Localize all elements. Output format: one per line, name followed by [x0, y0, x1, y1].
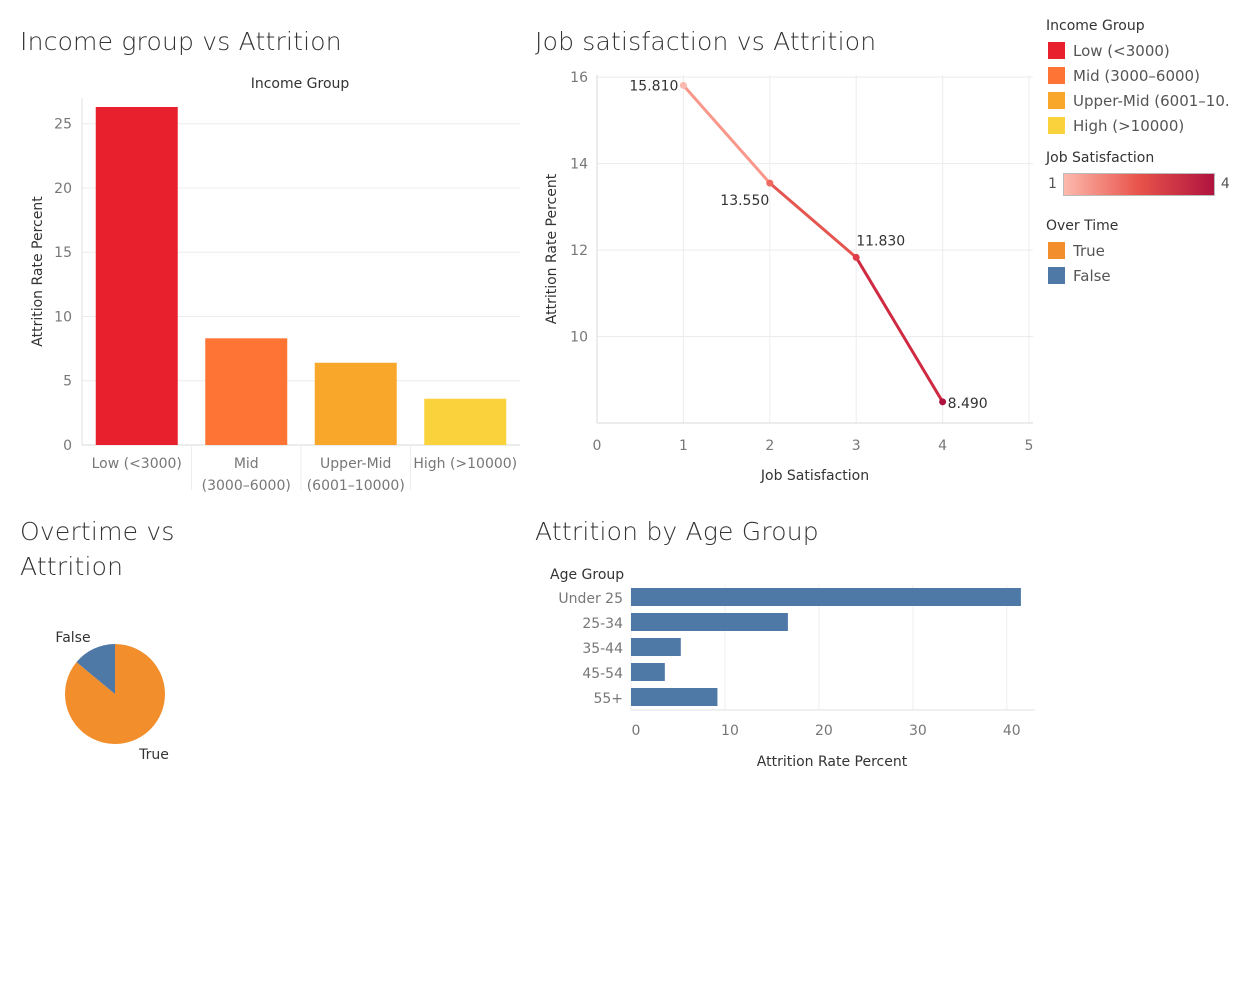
income-legend-item[interactable]: Upper-Mid (6001–10.. — [1048, 88, 1245, 113]
income-legend: Low (<3000) Mid (3000–6000) Upper-Mid (600… — [1040, 38, 1245, 138]
legend-swatch — [1048, 92, 1065, 109]
y-tick-label: 55+ — [593, 691, 623, 707]
x-tick-label: 30 — [909, 723, 927, 739]
x-tick-label: 2 — [765, 438, 774, 454]
job-satisfaction-color-scale: 1 4 — [1048, 170, 1245, 198]
data-label: 13.550 — [720, 193, 769, 209]
income-bar-chart: Income Group 0 5 10 15 20 25 Attrition Rate Per… — [30, 76, 520, 494]
y-tick-label: 0 — [63, 438, 72, 454]
y-tick-label: 25-34 — [582, 616, 623, 632]
y-tick-label: 14 — [570, 157, 588, 173]
data-point — [852, 253, 860, 261]
pie-slice — [76, 644, 115, 694]
pie-label: True — [138, 747, 169, 763]
overtime-pie-chart: True False — [55, 630, 169, 763]
series-line-segment — [681, 83, 772, 185]
color-scale-gradient — [1062, 172, 1215, 196]
legend-label: Upper-Mid (6001–10.. — [1073, 91, 1231, 110]
x-tick-label: 0 — [593, 438, 602, 454]
legend-swatch — [1048, 267, 1065, 284]
overtime-chart-title: Overtime vs Attrition — [20, 514, 175, 584]
bar — [424, 398, 507, 445]
x-tick-label: 40 — [1003, 723, 1021, 739]
overtime-legend-item[interactable]: False — [1048, 263, 1245, 288]
bar — [631, 613, 788, 631]
income-legend-item[interactable]: Mid (3000–6000) — [1048, 63, 1245, 88]
job-chart-title: Job satisfaction vs Attrition — [535, 27, 877, 56]
data-point — [939, 398, 947, 406]
income-group-header: Income Group — [251, 76, 350, 92]
legend-swatch — [1048, 42, 1065, 59]
bar — [95, 106, 178, 446]
y-tick-label: 5 — [63, 374, 72, 390]
y-tick-label: 35-44 — [582, 641, 623, 657]
x-axis-title: Attrition Rate Percent — [757, 754, 908, 770]
job-legend-title: Job Satisfaction — [1046, 150, 1155, 166]
series-line-segment — [768, 181, 858, 259]
x-tick-label: High (>10000) — [413, 456, 517, 472]
x-tick-label: 3 — [852, 438, 861, 454]
y-tick-label: 45-54 — [582, 666, 623, 682]
data-label: 15.810 — [629, 78, 678, 94]
color-scale-min: 1 — [1048, 176, 1057, 192]
legend-swatch — [1048, 67, 1065, 84]
x-tick-label: Low (<3000) — [92, 456, 182, 472]
legend-swatch — [1048, 242, 1065, 259]
x-tick-label: Mid (3000–6000) — [202, 456, 291, 494]
income-legend-title: Income Group — [1046, 18, 1145, 34]
y-axis-title: Attrition Rate Percent — [30, 196, 46, 347]
bar — [631, 688, 718, 706]
data-label: 11.830 — [856, 233, 905, 249]
pie-label: False — [55, 630, 90, 646]
y-tick-label: 10 — [54, 309, 72, 325]
x-tick-label: 5 — [1025, 438, 1034, 454]
color-scale-max: 4 — [1220, 176, 1230, 192]
series-line-segment — [854, 255, 945, 404]
income-legend-item[interactable]: Low (<3000) — [1048, 38, 1245, 63]
x-tick-label: 0 — [632, 723, 641, 739]
overtime-legend-item[interactable]: True — [1048, 238, 1245, 263]
data-label: 8.490 — [948, 396, 988, 412]
age-chart-title: Attrition by Age Group — [535, 517, 819, 546]
y-tick-label: 16 — [570, 70, 588, 86]
overtime-title-line-2: Attrition — [20, 552, 124, 581]
x-axis-title: Job Satisfaction — [760, 468, 869, 484]
bar — [631, 638, 681, 656]
legend-label: Low (<3000) — [1073, 41, 1170, 60]
overtime-legend-title: Over Time — [1046, 218, 1119, 234]
legend-label: Mid (3000–6000) — [1073, 66, 1200, 85]
bar — [631, 588, 1021, 606]
y-tick-label: 25 — [54, 117, 72, 133]
age-group-bar-chart: Age Group 0 10 20 30 40 Attrition Rate Percent… — [550, 567, 1035, 770]
legend-label: True — [1073, 241, 1105, 260]
y-tick-label: 12 — [570, 243, 588, 259]
bar — [631, 663, 665, 681]
y-tick-label: 10 — [570, 330, 588, 346]
x-tick-label: 1 — [679, 438, 688, 454]
legend-label: High (>10000) — [1073, 116, 1185, 135]
data-point — [679, 81, 687, 89]
bar — [314, 362, 397, 445]
legend-panel: Income Group Low (<3000) Mid (3000–6000) U… — [1040, 18, 1245, 288]
x-tick-label: Upper-Mid (6001–10000) — [307, 456, 405, 494]
legend-swatch — [1048, 117, 1065, 134]
age-group-header: Age Group — [550, 567, 624, 583]
legend-label: False — [1073, 266, 1111, 285]
y-tick-label: 15 — [54, 245, 72, 261]
x-tick-label: 10 — [721, 723, 739, 739]
bar — [205, 338, 288, 445]
data-point — [766, 179, 774, 187]
x-tick-label: 20 — [815, 723, 833, 739]
y-tick-label: Under 25 — [558, 591, 623, 607]
income-legend-item[interactable]: High (>10000) — [1048, 113, 1245, 138]
income-chart-title: Income group vs Attrition — [20, 27, 342, 56]
x-tick-label: 4 — [938, 438, 947, 454]
y-axis-title: Attrition Rate Percent — [544, 173, 560, 324]
overtime-title-line-1: Overtime vs — [20, 517, 175, 546]
overtime-legend: True False — [1040, 238, 1245, 288]
y-tick-label: 20 — [54, 181, 72, 197]
